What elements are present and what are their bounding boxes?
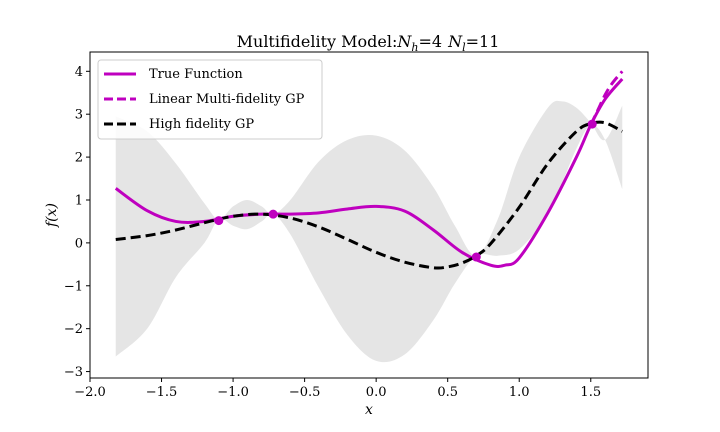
x-tick-label: 0.0	[366, 385, 387, 400]
confidence-band	[115, 100, 623, 363]
observation-point	[471, 252, 481, 262]
title-nl-symbol: N	[447, 32, 463, 51]
x-tick-label: −2.0	[74, 385, 106, 400]
y-tick-label: 3	[75, 108, 83, 123]
title-nh-subscript: h	[411, 41, 418, 54]
axes-frame	[89, 51, 649, 379]
y-axis-label: f(x)	[44, 203, 60, 228]
series-line-linear-multi-fidelity-gp	[589, 70, 624, 126]
title-nh-symbol: N	[396, 32, 412, 51]
x-tick-label: 1.5	[580, 385, 601, 400]
observation-point	[268, 209, 278, 219]
y-tick-label: −1	[64, 279, 83, 294]
x-axis-label: x	[365, 402, 373, 418]
legend-box	[97, 59, 323, 140]
observation-point	[587, 119, 597, 129]
confidence-band-layer	[115, 100, 623, 363]
legend-label-true-function: True Function	[149, 67, 243, 82]
observation-point	[214, 216, 224, 226]
y-tick-label: 2	[75, 151, 83, 166]
y-tick-label: 0	[75, 236, 83, 251]
y-tick-label: −3	[64, 365, 83, 380]
title-nl-subscript: l	[462, 41, 466, 54]
x-tick-label: 0.5	[437, 385, 458, 400]
y-tick-label: 1	[75, 193, 83, 208]
x-tick-label: 1.0	[509, 385, 530, 400]
title-nh-value: =4	[418, 32, 442, 51]
y-tick-label: 4	[75, 65, 83, 80]
y-tick-label: −2	[64, 322, 83, 337]
legend: True Function Linear Multi-fidelity GP H…	[97, 59, 323, 140]
title-nl-value: =11	[466, 32, 500, 51]
ticks-layer: −2.0 −1.5 −1.0 −0.5 0.0 0.5 1.0 1.5 −3 −2 −1 0 1 2 3 4	[64, 65, 601, 400]
x-tick-label: −1.5	[146, 385, 178, 400]
x-tick-label: −0.5	[289, 385, 321, 400]
legend-label-high-fidelity-gp: High fidelity GP	[149, 117, 254, 132]
title-prefix: Multifidelity Model:	[237, 32, 398, 51]
legend-label-linear-multifidelity-gp: Linear Multi-fidelity GP	[149, 92, 305, 107]
observation-points-layer	[214, 119, 597, 262]
chart-title: Multifidelity Model:Nh=4 Nl=11	[237, 32, 500, 54]
x-tick-label: −1.0	[217, 385, 249, 400]
